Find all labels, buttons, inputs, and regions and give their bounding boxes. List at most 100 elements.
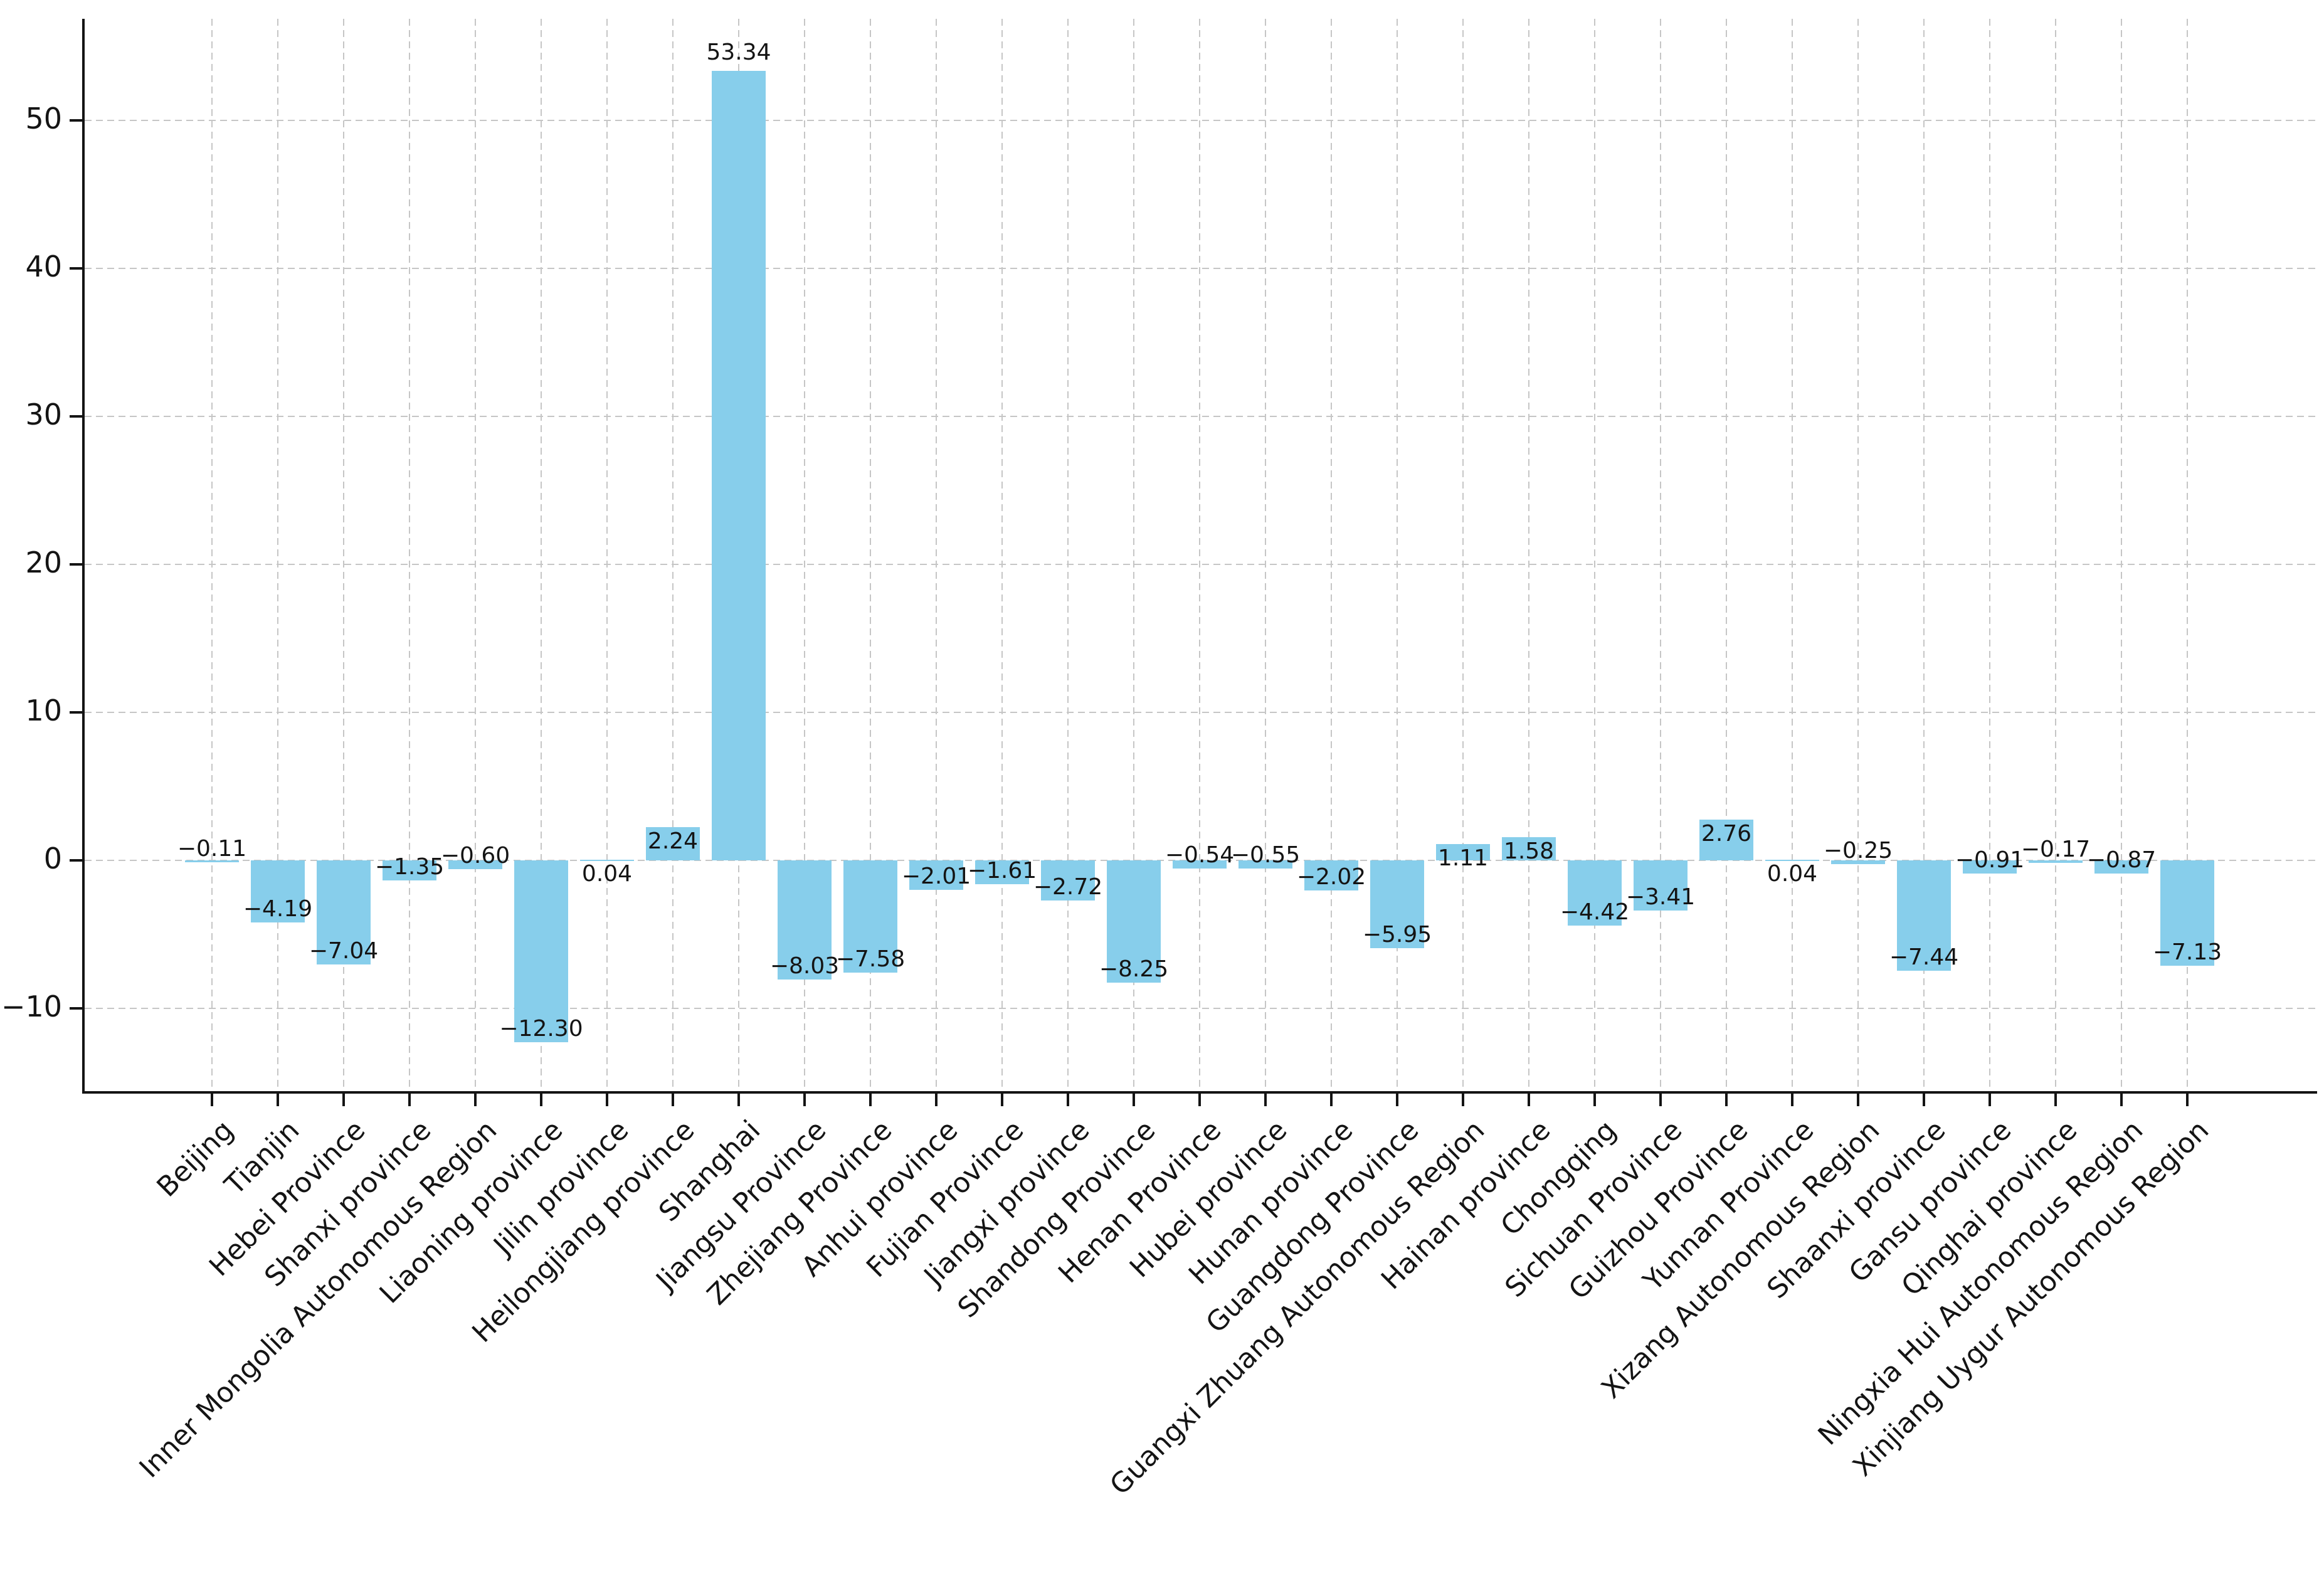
bar <box>317 860 371 965</box>
bar-value-label: −1.61 <box>967 857 1037 884</box>
bar <box>1370 860 1424 949</box>
bar-value-label: −0.55 <box>1230 842 1301 868</box>
x-tick-mark <box>1067 1094 1069 1106</box>
bar-value-label: −0.17 <box>2020 837 2091 862</box>
bar <box>1502 837 1556 860</box>
x-gridline <box>2187 19 2188 1091</box>
x-gridline <box>870 19 871 1091</box>
y-tick-label: −10 <box>1 990 62 1023</box>
bar <box>383 860 436 880</box>
y-gridline <box>85 416 2317 417</box>
x-gridline <box>475 19 476 1091</box>
bar-value-label: −0.11 <box>177 835 247 862</box>
x-tick-mark <box>1528 1094 1530 1106</box>
x-gridline <box>2121 19 2122 1091</box>
y-gridline <box>85 268 2317 269</box>
x-gridline <box>804 19 805 1091</box>
bar <box>778 860 832 980</box>
y-tick-label: 10 <box>25 694 62 727</box>
y-tick-label: 0 <box>43 842 62 875</box>
bar-value-label: −2.01 <box>901 864 971 890</box>
x-gridline <box>277 19 278 1091</box>
x-tick-mark <box>277 1094 279 1106</box>
bar-value-label: −4.42 <box>1560 899 1630 926</box>
bar <box>1831 860 1885 864</box>
x-gridline <box>1660 19 1661 1091</box>
x-tick-mark <box>803 1094 806 1106</box>
bar-value-label: −4.19 <box>243 895 313 922</box>
y-tick-mark <box>70 711 82 714</box>
bar <box>1568 860 1622 926</box>
x-gridline <box>936 19 937 1091</box>
bar-value-label: −7.44 <box>1889 944 1959 970</box>
bar <box>448 860 502 870</box>
bar <box>712 71 766 860</box>
bar-value-label: −0.54 <box>1165 842 1235 868</box>
x-tick-mark <box>1725 1094 1728 1106</box>
x-tick-mark <box>211 1094 213 1106</box>
x-axis-line <box>82 1091 2317 1094</box>
bar-value-label: −0.60 <box>440 843 510 869</box>
x-tick-mark <box>1198 1094 1201 1106</box>
bar <box>1634 860 1688 911</box>
x-tick-mark <box>474 1094 477 1106</box>
bar-value-label: 0.04 <box>1767 861 1818 887</box>
bar <box>2094 860 2148 874</box>
bar <box>1436 843 1490 860</box>
bar-value-label: 0.04 <box>581 861 633 887</box>
x-tick-mark <box>1001 1094 1003 1106</box>
bar-value-label: −8.25 <box>1099 956 1169 982</box>
y-tick-label: 40 <box>25 250 62 283</box>
bar <box>185 860 239 862</box>
bar-value-label: 1.58 <box>1503 838 1555 864</box>
x-tick-mark <box>1857 1094 1859 1106</box>
x-gridline <box>211 19 213 1091</box>
x-gridline <box>672 19 673 1091</box>
y-gridline <box>85 712 2317 713</box>
bar <box>1897 860 1951 971</box>
x-gridline <box>409 19 410 1091</box>
x-tick-mark <box>1659 1094 1662 1106</box>
bar <box>580 860 634 862</box>
x-gridline <box>1726 19 1727 1091</box>
x-tick-mark <box>1593 1094 1596 1106</box>
bar <box>975 860 1029 884</box>
x-gridline <box>1133 19 1134 1091</box>
bar-value-label: −7.04 <box>309 938 379 964</box>
x-gridline <box>2055 19 2056 1091</box>
x-gridline <box>1001 19 1003 1091</box>
bar <box>2029 860 2083 863</box>
y-tick-mark <box>70 267 82 270</box>
y-tick-mark <box>70 563 82 566</box>
y-tick-label: 50 <box>25 102 62 135</box>
bar-value-label: −2.72 <box>1033 874 1103 901</box>
bar-value-label: −7.13 <box>2152 939 2222 966</box>
x-tick-mark <box>1264 1094 1267 1106</box>
x-tick-mark <box>1791 1094 1793 1106</box>
bar-value-label: −8.03 <box>769 953 840 979</box>
x-gridline <box>606 19 608 1091</box>
bar-value-label: −3.41 <box>1625 884 1696 911</box>
bar <box>2160 860 2214 966</box>
bar <box>1041 860 1095 901</box>
x-tick-mark <box>737 1094 740 1106</box>
bar <box>909 860 963 890</box>
bar <box>1963 860 2017 874</box>
y-gridline <box>85 120 2317 121</box>
x-gridline <box>541 19 542 1091</box>
x-tick-mark <box>2054 1094 2057 1106</box>
x-gridline <box>1067 19 1069 1091</box>
x-gridline <box>1462 19 1464 1091</box>
bar-value-label: 1.11 <box>1437 845 1489 871</box>
x-tick-mark <box>408 1094 411 1106</box>
bar-value-label: 2.24 <box>647 828 699 855</box>
bar <box>1699 819 1753 860</box>
y-tick-label: 20 <box>25 546 62 579</box>
bar <box>1239 860 1292 869</box>
x-gridline <box>1199 19 1200 1091</box>
bar <box>1107 860 1161 983</box>
bar-value-label: −0.87 <box>2086 847 2157 873</box>
y-axis-line <box>82 19 85 1094</box>
y-tick-label: 30 <box>25 398 62 431</box>
